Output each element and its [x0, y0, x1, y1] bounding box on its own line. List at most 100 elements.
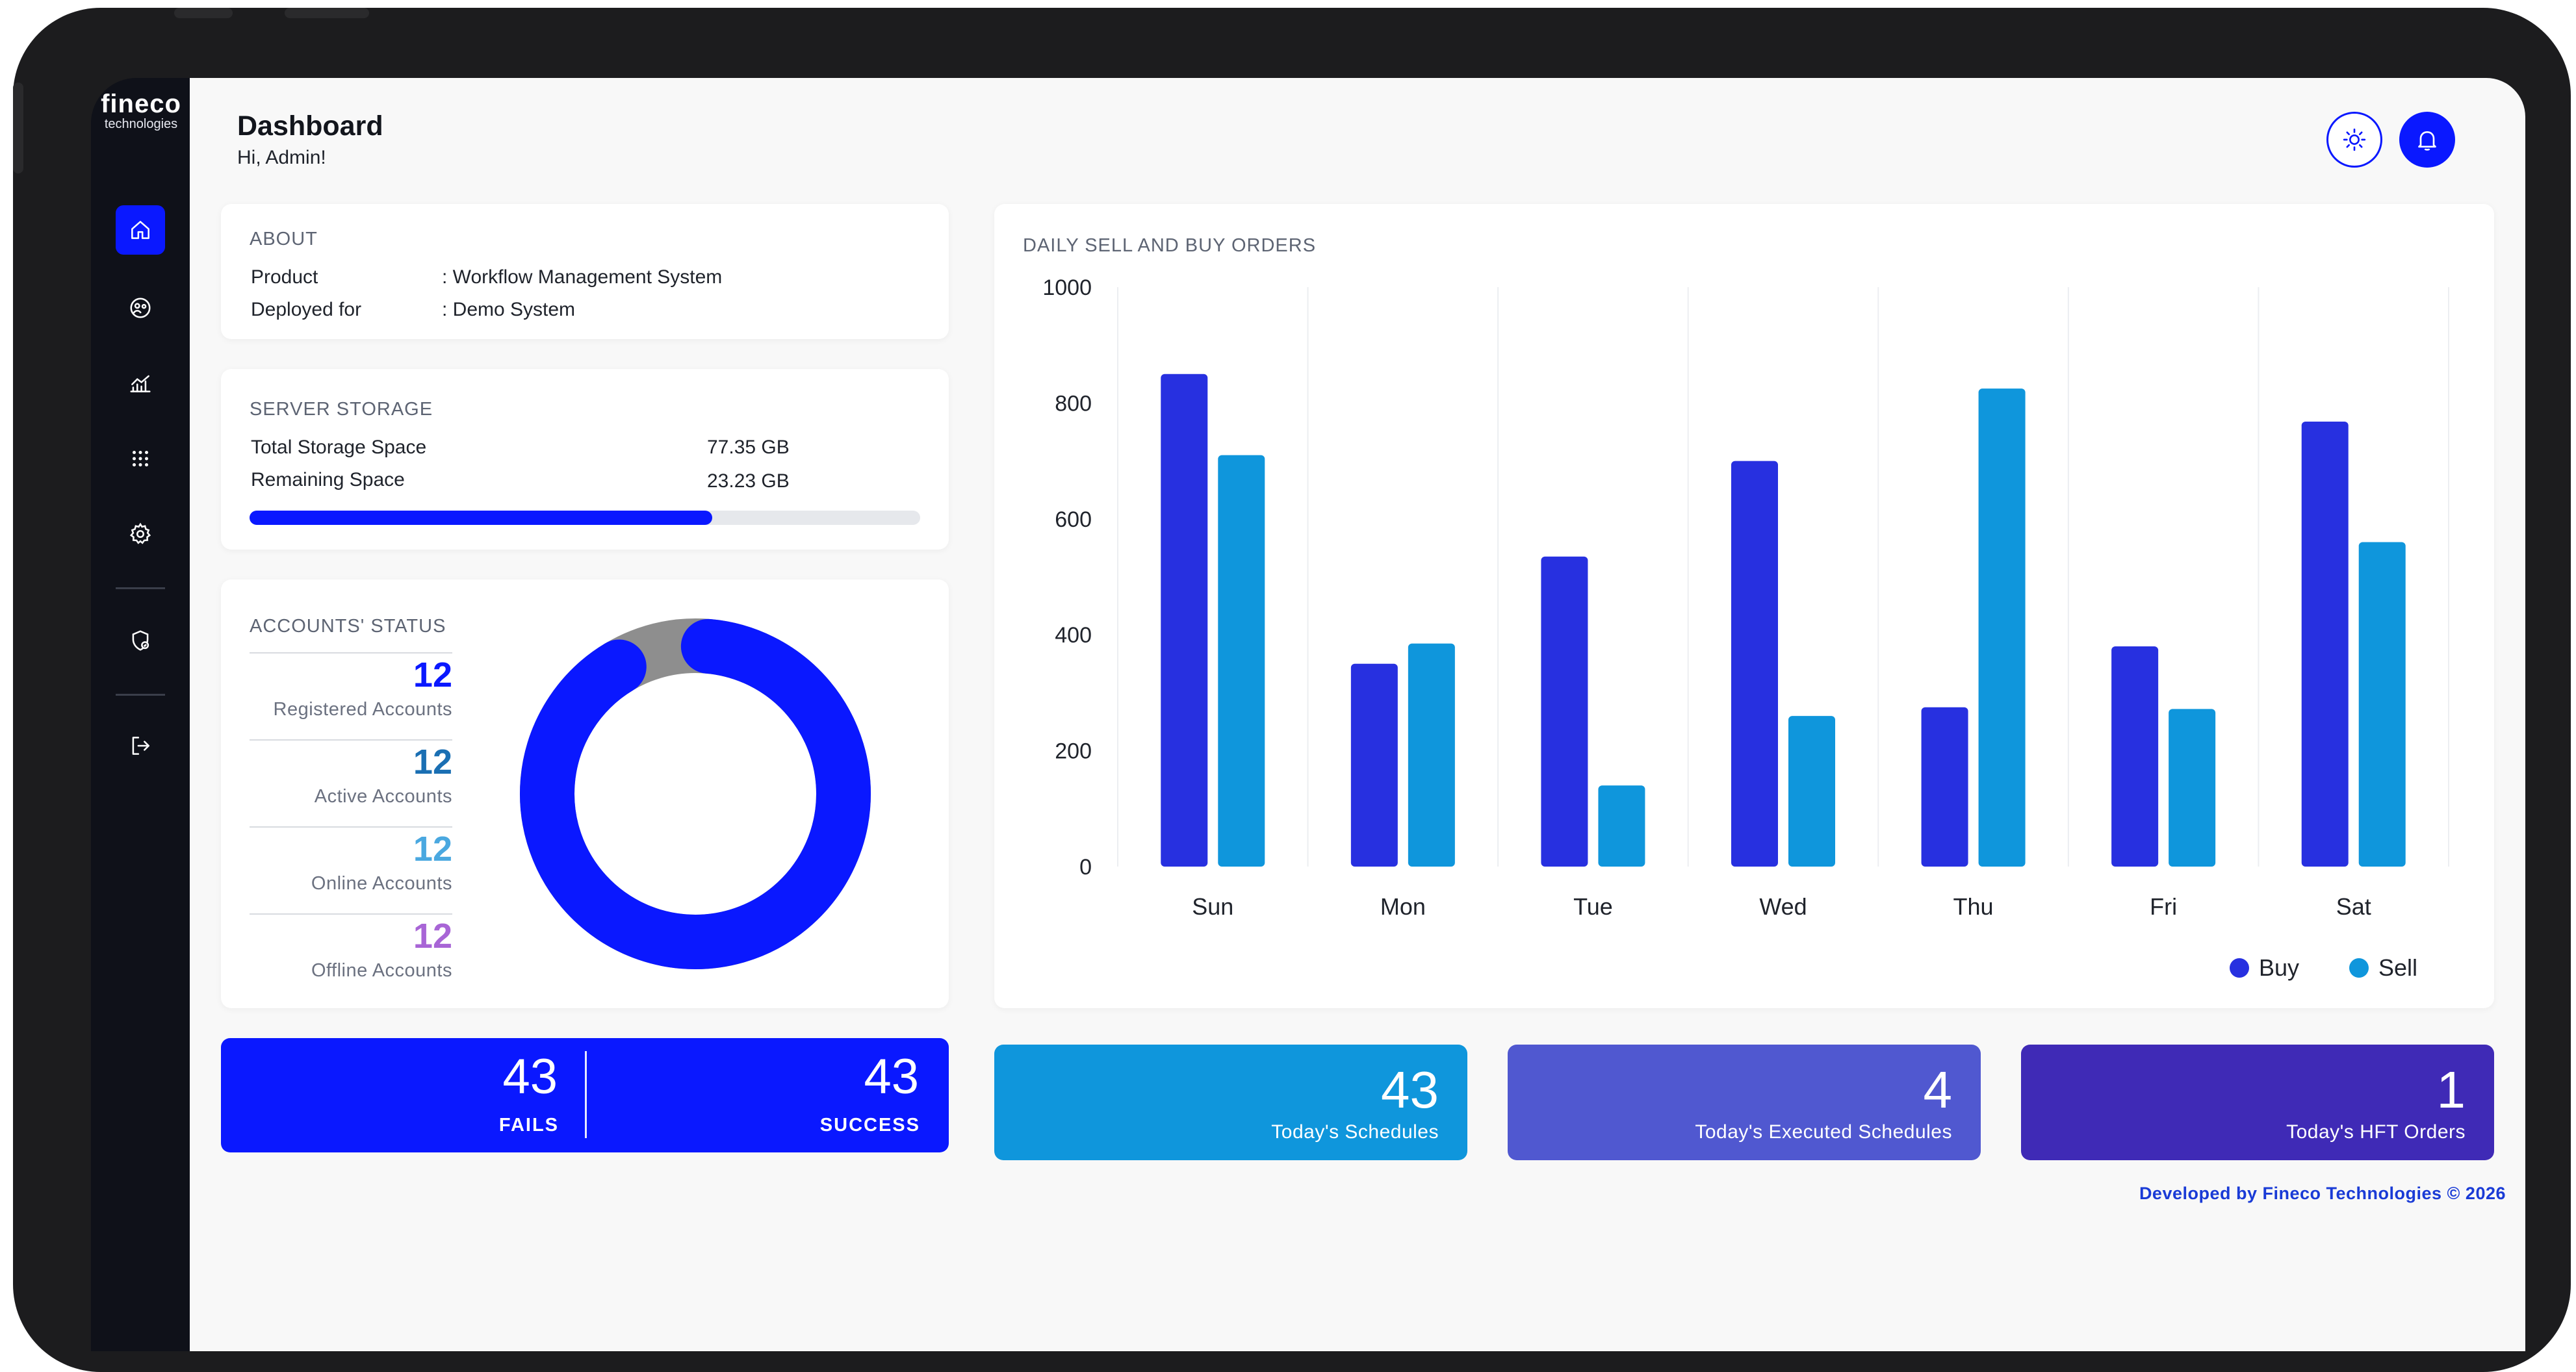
about-title: ABOUT: [250, 229, 318, 249]
main-content: Dashboard Hi, Admin! ABOUT Product : Wor…: [190, 78, 2525, 1351]
grid-icon: [132, 450, 149, 467]
bar-buy-thu[interactable]: [1921, 707, 1968, 867]
success-label: SUCCESS: [819, 1115, 920, 1136]
todays-schedules-tile[interactable]: 43 Today's Schedules: [994, 1045, 1467, 1160]
logout-icon: [132, 737, 149, 755]
bar-sell-tue[interactable]: [1598, 785, 1645, 867]
footer-credit: Developed by Fineco Technologies © 2026: [2139, 1184, 2506, 1203]
x-tick-label: Wed: [1759, 893, 1807, 920]
deployed-for-value: : Demo System: [442, 299, 576, 320]
bar-buy-sat[interactable]: [2301, 421, 2349, 867]
brand-tagline: technologies: [104, 117, 178, 131]
bar-sell-wed[interactable]: [1788, 716, 1835, 867]
fails-success-divider: [585, 1051, 587, 1138]
bar-buy-mon[interactable]: [1350, 663, 1398, 867]
notifications-button[interactable]: [2399, 112, 2455, 168]
active-accounts-label: Active Accounts: [314, 786, 452, 807]
remaining-space-value: 23.23 GB: [707, 470, 790, 492]
gear-icon: [129, 522, 151, 544]
x-tick-label: Fri: [2150, 893, 2177, 920]
sidebar-divider: [116, 694, 165, 696]
accounts-donut-chart: [520, 618, 871, 969]
executed-schedules-tile[interactable]: 4 Today's Executed Schedules: [1508, 1045, 1981, 1160]
bar-buy-fri[interactable]: [2111, 646, 2159, 867]
accounts-status-card: ACCOUNTS' STATUS 12 Registered Accounts …: [221, 579, 949, 1008]
legend-swatch-buy: [2230, 958, 2249, 978]
y-tick-label: 400: [1055, 623, 1092, 648]
orders-bar-chart: 0 200 400 600 800 1000 Sun Mon Tue Wed Thu Fri Sat Bu…: [1042, 275, 2449, 981]
orders-chart-card: DAILY SELL AND BUY ORDERS 0 200 400 600 800 1…: [994, 204, 2494, 1008]
about-card: ABOUT Product : Workflow Management Syst…: [221, 204, 949, 339]
bar-sell-fri[interactable]: [2169, 709, 2216, 867]
theme-toggle-button[interactable]: [2326, 112, 2382, 168]
x-tick-label: Tue: [1573, 893, 1613, 920]
bar-sell-thu[interactable]: [1978, 388, 2026, 867]
registered-accounts-label: Registered Accounts: [273, 699, 452, 720]
online-accounts-label: Online Accounts: [311, 873, 452, 894]
bar-buy-tue[interactable]: [1541, 556, 1588, 867]
x-tick-label: Mon: [1380, 893, 1426, 920]
sidebar: fineco technologies: [91, 78, 190, 1351]
donut-active-segment: [520, 618, 871, 969]
legend-label-buy[interactable]: Buy: [2259, 954, 2299, 981]
online-accounts-count: 12: [413, 830, 452, 869]
fails-count: 43: [502, 1049, 558, 1104]
todays-schedules-count: 43: [1381, 1061, 1439, 1119]
active-accounts-count: 12: [413, 743, 452, 781]
offline-accounts-label: Offline Accounts: [311, 960, 452, 981]
legend-label-sell[interactable]: Sell: [2378, 954, 2417, 981]
sidebar-item-settings[interactable]: [116, 509, 165, 559]
bar-sell-sun[interactable]: [1218, 455, 1265, 867]
accounts-title: ACCOUNTS' STATUS: [250, 616, 446, 637]
y-tick-label: 800: [1055, 391, 1092, 416]
fails-label: FAILS: [498, 1115, 559, 1136]
total-storage-label: Total Storage Space: [251, 437, 427, 458]
bell-icon: [2418, 131, 2436, 151]
offline-accounts-stat: 12 Offline Accounts: [250, 913, 452, 991]
bar-sell-sat[interactable]: [2358, 542, 2406, 867]
legend-swatch-sell: [2349, 958, 2369, 978]
hft-orders-count: 1: [2436, 1061, 2466, 1119]
remaining-space-label: Remaining Space: [251, 469, 405, 490]
x-tick-label: Sun: [1192, 893, 1233, 920]
fails-success-tile[interactable]: 43 FAILS 43 SUCCESS: [221, 1038, 949, 1152]
x-tick-label: Sat: [2336, 893, 2371, 920]
storage-title: SERVER STORAGE: [250, 399, 433, 420]
deployed-for-label: Deployed for: [251, 299, 362, 320]
greeting: Hi, Admin!: [237, 147, 326, 168]
y-tick-label: 0: [1079, 855, 1092, 880]
bar-sell-mon[interactable]: [1408, 643, 1455, 867]
bar-buy-wed[interactable]: [1731, 461, 1778, 867]
registered-accounts-count: 12: [413, 655, 452, 694]
product-value: : Workflow Management System: [442, 266, 723, 288]
online-accounts-stat: 12 Online Accounts: [250, 826, 452, 904]
bar-buy-sun[interactable]: [1161, 374, 1208, 867]
success-count: 43: [864, 1049, 919, 1104]
y-tick-label: 1000: [1042, 275, 1092, 300]
brand-name: fineco: [101, 90, 181, 118]
todays-schedules-label: Today's Schedules: [1271, 1121, 1439, 1143]
sun-icon: [2343, 128, 2366, 151]
product-label: Product: [251, 266, 318, 288]
sidebar-item-logout[interactable]: [116, 721, 165, 770]
total-storage-value: 77.35 GB: [707, 437, 790, 458]
active-accounts-stat: 12 Active Accounts: [250, 739, 452, 817]
shield-icon: [132, 630, 149, 651]
sidebar-item-home[interactable]: [116, 205, 165, 255]
y-tick-label: 600: [1055, 507, 1092, 532]
storage-progress-bar: [250, 511, 920, 525]
sidebar-item-apps[interactable]: [116, 434, 165, 483]
brand-logo[interactable]: fineco technologies: [99, 91, 183, 131]
sidebar-item-users[interactable]: [116, 283, 165, 333]
sidebar-item-security[interactable]: [116, 616, 165, 665]
screen: fineco technologies: [91, 78, 2525, 1351]
sidebar-item-analytics[interactable]: [116, 359, 165, 408]
power-button: [13, 83, 23, 173]
registered-accounts-stat: 12 Registered Accounts: [250, 652, 452, 730]
tablet-frame: fineco technologies: [13, 8, 2571, 1372]
y-tick-label: 200: [1055, 739, 1092, 764]
hft-orders-tile[interactable]: 1 Today's HFT Orders: [2021, 1045, 2494, 1160]
chart-title: DAILY SELL AND BUY ORDERS: [1023, 235, 1317, 256]
hft-orders-label: Today's HFT Orders: [2286, 1121, 2466, 1143]
executed-schedules-count: 4: [1923, 1061, 1953, 1119]
